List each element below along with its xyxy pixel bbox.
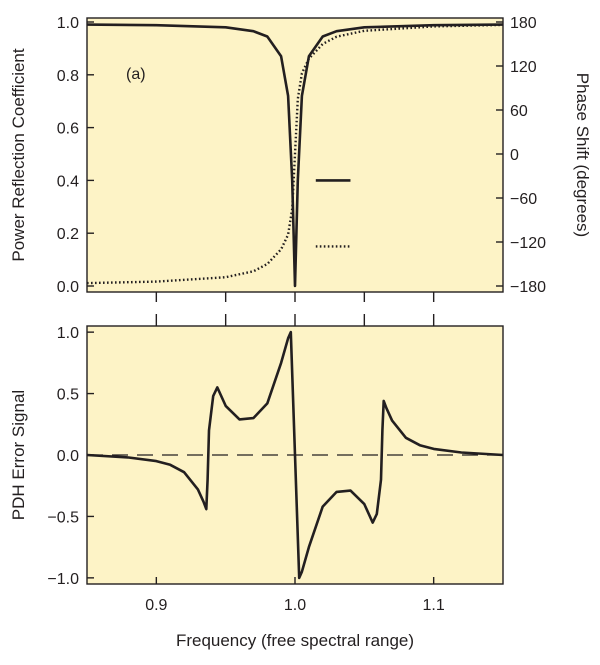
x-axis-title: Frequency (free spectral range) (176, 631, 414, 650)
top-left-axis: 0.0 0.2 0.4 0.6 0.8 1.0 (57, 15, 94, 296)
bottom-series-layer (86, 330, 504, 580)
y-tick-label: 0.0 (57, 279, 79, 296)
phase-shift-series (86, 23, 504, 285)
x-tick-label: 1.1 (423, 597, 445, 614)
y-tick-label: 0.2 (57, 226, 79, 243)
y-axis-title-top: Power Reflection Coefficient (9, 48, 28, 262)
y-tick-label: 0.4 (57, 173, 79, 190)
top-right-axis: −180 −120 −60 0 60 120 180 (496, 15, 546, 296)
top-series-layer (86, 23, 504, 288)
y-tick-label: 1.0 (57, 15, 79, 32)
panel-label: (a) (126, 66, 146, 83)
y2-axis-title: Phase Shift (degrees) (573, 73, 592, 237)
y-tick-label: −0.5 (47, 509, 79, 526)
y2-tick-label: −180 (510, 279, 546, 296)
y-tick-label: 0.6 (57, 121, 79, 138)
y2-tick-label: 60 (510, 103, 528, 120)
y2-tick-label: 0 (510, 147, 519, 164)
x-tick-label: 0.9 (145, 597, 167, 614)
reflection-phase-panel: 0.00.20.40.60.81.0 −180−120−60060120180 … (9, 15, 592, 302)
y-tick-label: 1.0 (57, 325, 79, 342)
reflection-series (86, 23, 504, 288)
y-tick-label: 0.5 (57, 387, 79, 404)
bottom-left-axis: −1.0 −0.5 0.0 0.5 1.0 (47, 325, 94, 588)
y2-tick-label: −120 (510, 235, 546, 252)
y-tick-label: −1.0 (47, 571, 79, 588)
pdh-error-series (86, 330, 504, 580)
top-legend (315, 179, 351, 248)
bottom-x-axis: 0.9 1.0 1.1 (145, 314, 445, 614)
pdh-panel: −1.0 −0.5 0.0 0.5 1.0 0.9 1.0 1.1 PDH Error Si… (9, 314, 504, 650)
top-x-axis (155, 292, 435, 302)
y-tick-label: 0.8 (57, 68, 79, 85)
y-axis-title-bottom: PDH Error Signal (9, 390, 28, 520)
y-tick-label: 0.0 (57, 448, 79, 465)
y2-tick-label: −60 (510, 191, 537, 208)
x-tick-label: 1.0 (284, 597, 306, 614)
y2-tick-label: 120 (510, 59, 537, 76)
y2-tick-label: 180 (510, 15, 537, 32)
